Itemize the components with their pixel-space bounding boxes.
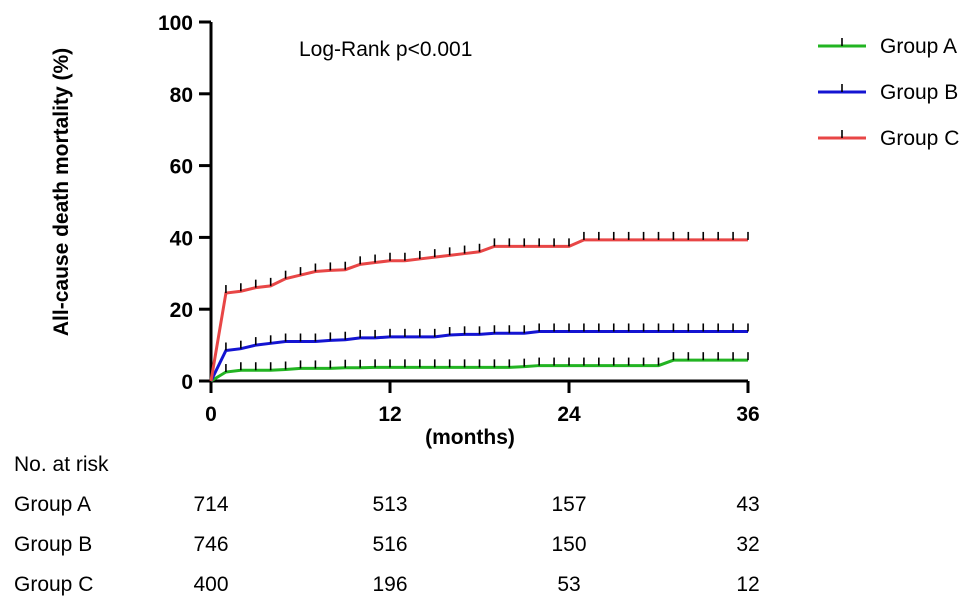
- risk-row-label: Group C: [14, 573, 94, 596]
- legend: Group A Group B Group C: [818, 35, 959, 150]
- legend-label: Group A: [880, 35, 957, 58]
- series-layer: [209, 231, 749, 383]
- x-axis-label: (months): [425, 426, 515, 449]
- y-tick-label: 0: [181, 371, 193, 394]
- risk-cell: 32: [736, 533, 760, 556]
- risk-cell: 157: [551, 493, 587, 516]
- y-axis-label: All-cause death mortality (%): [50, 48, 73, 336]
- risk-cell: 53: [557, 573, 581, 596]
- series-line-2: [209, 329, 748, 382]
- y-tick-label: 100: [158, 12, 193, 35]
- risk-row-label: Group B: [14, 533, 93, 556]
- risk-cell: 714: [193, 493, 229, 516]
- legend-label: Group C: [880, 127, 959, 150]
- x-tick-label: 0: [205, 403, 217, 426]
- log-rank-annotation: Log-Rank p<0.001: [299, 38, 472, 61]
- y-tick-label: 20: [170, 299, 193, 322]
- risk-cell: 12: [736, 573, 760, 596]
- risk-cell: 43: [736, 493, 760, 516]
- y-tick-label: 40: [170, 227, 193, 250]
- risk-cell: 516: [372, 533, 408, 556]
- risk-cell: 400: [193, 573, 229, 596]
- axes: 0 20 40 60 80 100 0 12 24 36: [158, 12, 760, 426]
- risk-cell: 513: [372, 493, 408, 516]
- x-tick-label: 24: [557, 403, 581, 426]
- risk-row-label: Group A: [14, 493, 92, 516]
- y-tick-label: 60: [170, 156, 193, 179]
- risk-cell: 746: [193, 533, 229, 556]
- risk-table-title: No. at risk: [14, 453, 109, 476]
- x-tick-label: 12: [378, 403, 401, 426]
- risk-cell: 196: [372, 573, 408, 596]
- legend-label: Group B: [880, 81, 958, 104]
- risk-cell: 150: [551, 533, 587, 556]
- x-tick-label: 36: [736, 403, 759, 426]
- y-tick-label: 80: [170, 84, 193, 107]
